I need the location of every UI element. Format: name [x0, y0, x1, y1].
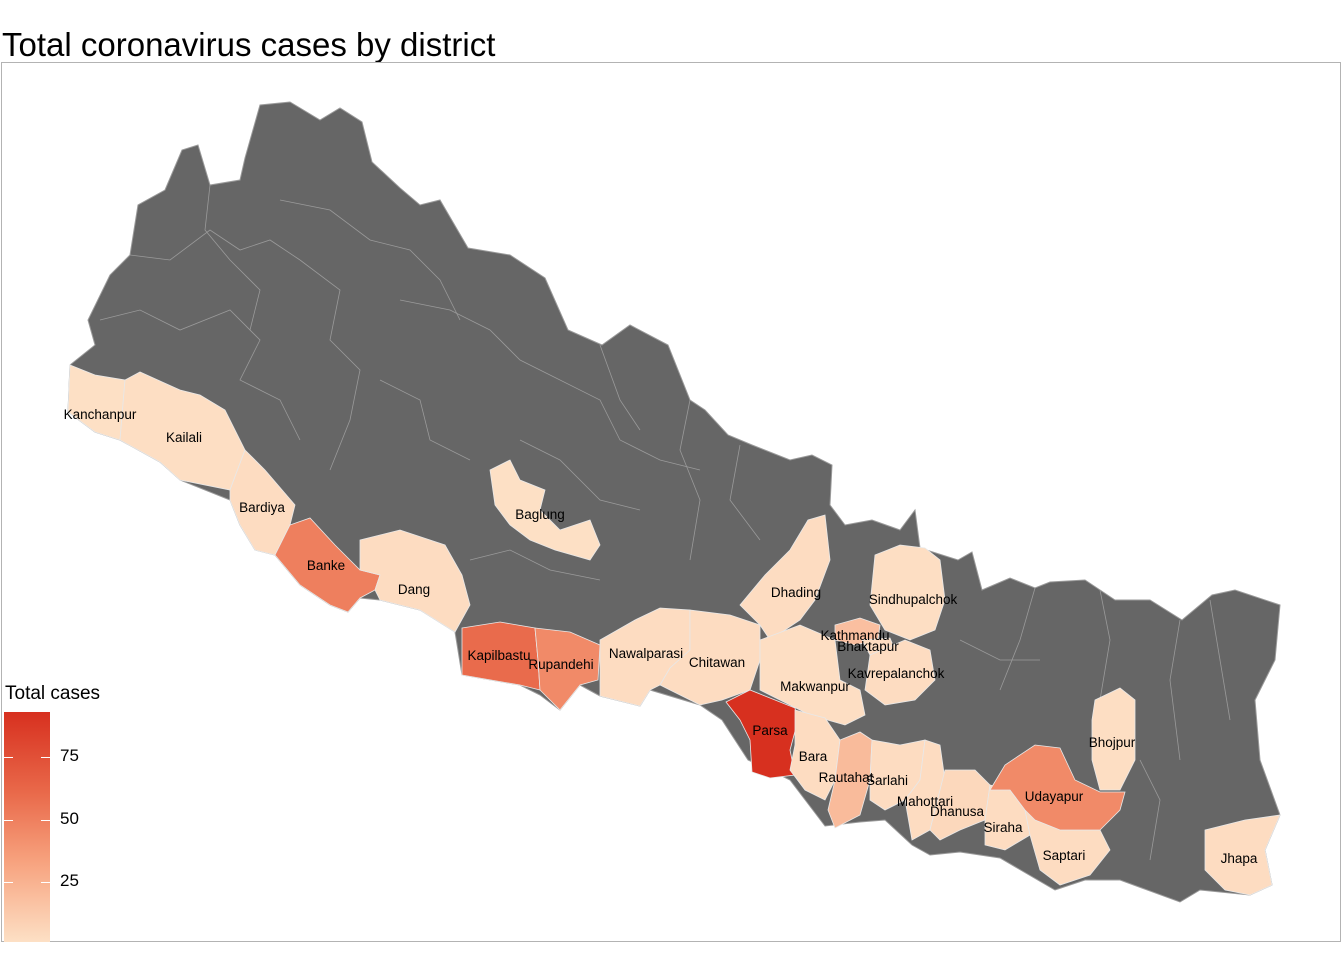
district-bara: [789, 709, 841, 801]
label-kathmandu: Kathmandu: [820, 628, 889, 643]
district-rupandehi: [534, 627, 601, 711]
label-bardiya: Bardiya: [239, 500, 285, 515]
label-dang: Dang: [398, 582, 430, 597]
label-kavrepalanchok: Kavrepalanchok: [848, 666, 945, 681]
label-baglung: Baglung: [515, 507, 565, 522]
label-siraha: Siraha: [983, 820, 1023, 835]
legend-colorbar: [4, 712, 50, 942]
district-dhading: [739, 514, 831, 641]
label-kailali: Kailali: [166, 430, 202, 445]
label-bhaktapur: Bhaktapur: [837, 639, 899, 654]
district-makwanpur: [759, 624, 866, 726]
label-kapilbastu: Kapilbastu: [467, 648, 530, 663]
district-kavrepalanchok: [864, 639, 936, 706]
district-rautahat: [827, 731, 873, 829]
district-jhapa: [1204, 814, 1281, 896]
label-kanchanpur: Kanchanpur: [64, 407, 137, 422]
label-dhanusa: Dhanusa: [930, 804, 985, 819]
label-nawalparasi: Nawalparasi: [609, 646, 683, 661]
nepal-outline: [67, 101, 1281, 903]
legend-title: Total cases: [5, 683, 101, 704]
district-baglung: [489, 459, 601, 561]
label-sarlahi: Sarlahi: [866, 773, 908, 788]
chart-title: Total coronavirus cases by district: [2, 26, 496, 63]
label-jhapa: Jhapa: [1221, 851, 1258, 866]
label-sindhupalchok: Sindhupalchok: [869, 592, 958, 607]
district-labels: Kanchanpur Kailali Bardiya Banke Dang Baglung…: [64, 407, 1258, 866]
district-sindhupalchok: [869, 544, 946, 641]
label-dhading: Dhading: [771, 585, 821, 600]
district-dhanusa: [929, 769, 991, 841]
district-banke: [274, 517, 381, 613]
district-dang: [359, 529, 471, 633]
label-makwanpur: Makwanpur: [780, 679, 850, 694]
label-rautahat: Rautahat: [819, 770, 874, 785]
district-bhojpur: [1091, 687, 1136, 791]
label-banke: Banke: [307, 558, 345, 573]
label-bara: Bara: [799, 749, 828, 764]
label-bhojpur: Bhojpur: [1089, 735, 1136, 750]
label-mahottari: Mahottari: [897, 794, 953, 809]
district-boundaries: [99, 184, 1231, 861]
district-bardiya: [229, 449, 296, 556]
label-chitawan: Chitawan: [689, 655, 745, 670]
label-saptari: Saptari: [1043, 848, 1086, 863]
label-parsa: Parsa: [752, 723, 788, 738]
label-rupandehi: Rupandehi: [528, 657, 593, 672]
district-udayapur: [989, 744, 1126, 831]
legend-tick-label-50: 50: [60, 808, 79, 828]
district-polygons: [67, 364, 1281, 896]
label-udayapur: Udayapur: [1025, 789, 1084, 804]
legend-tick-label-25: 25: [60, 871, 79, 890]
district-chitawan: [659, 609, 761, 706]
legend-tick-label-75: 75: [60, 746, 79, 765]
